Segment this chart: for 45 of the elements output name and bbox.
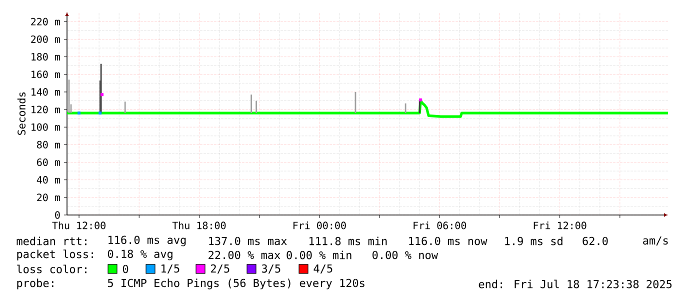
text: 62.0 <box>582 236 608 246</box>
x-tick-label: Fri 06:00 <box>414 222 466 230</box>
point <box>100 93 104 96</box>
y-tick-label: 20 m <box>37 194 60 202</box>
y-axis-title: Seconds <box>17 92 26 135</box>
y-tick-label: 60 m <box>37 158 60 166</box>
y-tick-label: 140 m <box>32 88 60 96</box>
text: 5 ICMP Echo Pings (56 Bytes) every 120s <box>108 278 364 290</box>
text: end: Fri Jul 18 17:23:38 2025 <box>478 280 672 288</box>
x-tick-label: Thu 12:00 <box>52 222 106 230</box>
text: 1.9 ms sd <box>505 236 562 246</box>
y-tick-label: 200 m <box>31 35 60 44</box>
text: 116.0 ms avg <box>108 236 186 246</box>
text: 137.0 ms max <box>209 236 287 246</box>
legend-label: 2/5 <box>211 264 230 274</box>
text: 22.00 % max <box>208 250 280 260</box>
legend-label: 3/5 <box>262 264 280 274</box>
y-tick-label: 220 m <box>31 18 60 26</box>
y-tick-label: 80 m <box>37 140 60 148</box>
y-tick-label: 100 m <box>32 123 60 131</box>
point <box>419 98 422 102</box>
x-tick-label: Thu 18:00 <box>172 222 226 230</box>
line-series <box>66 99 670 118</box>
y-tick-label: 40 m <box>36 176 60 184</box>
x-tick-label: Fri 12:00 <box>534 222 586 230</box>
text: 116.0 ms now <box>409 236 488 246</box>
y-tick-label: 160 m <box>32 70 60 78</box>
legend-label: 0 <box>122 264 128 274</box>
x-tick-label: Fri 00:00 <box>293 222 346 230</box>
legend-label: 4/5 <box>314 264 332 274</box>
text: am/s <box>643 236 668 246</box>
y-tick-label: 180 m <box>32 53 60 61</box>
text: median rtt: <box>16 236 86 246</box>
text: 0.18 % avg <box>108 250 172 260</box>
text: 0.00 % now <box>372 250 438 260</box>
text: 0.00 % min <box>286 250 352 260</box>
point <box>98 112 102 115</box>
point <box>78 112 81 115</box>
y-tick-label: 120 m <box>32 106 60 114</box>
text: packet loss: <box>17 250 94 260</box>
legend-label: 1/5 <box>162 264 180 274</box>
text: probe: <box>17 278 54 290</box>
text: 111.8 ms min <box>310 236 387 246</box>
y-tick-label: 0 <box>55 211 60 219</box>
legend-title: loss color: <box>17 264 86 274</box>
